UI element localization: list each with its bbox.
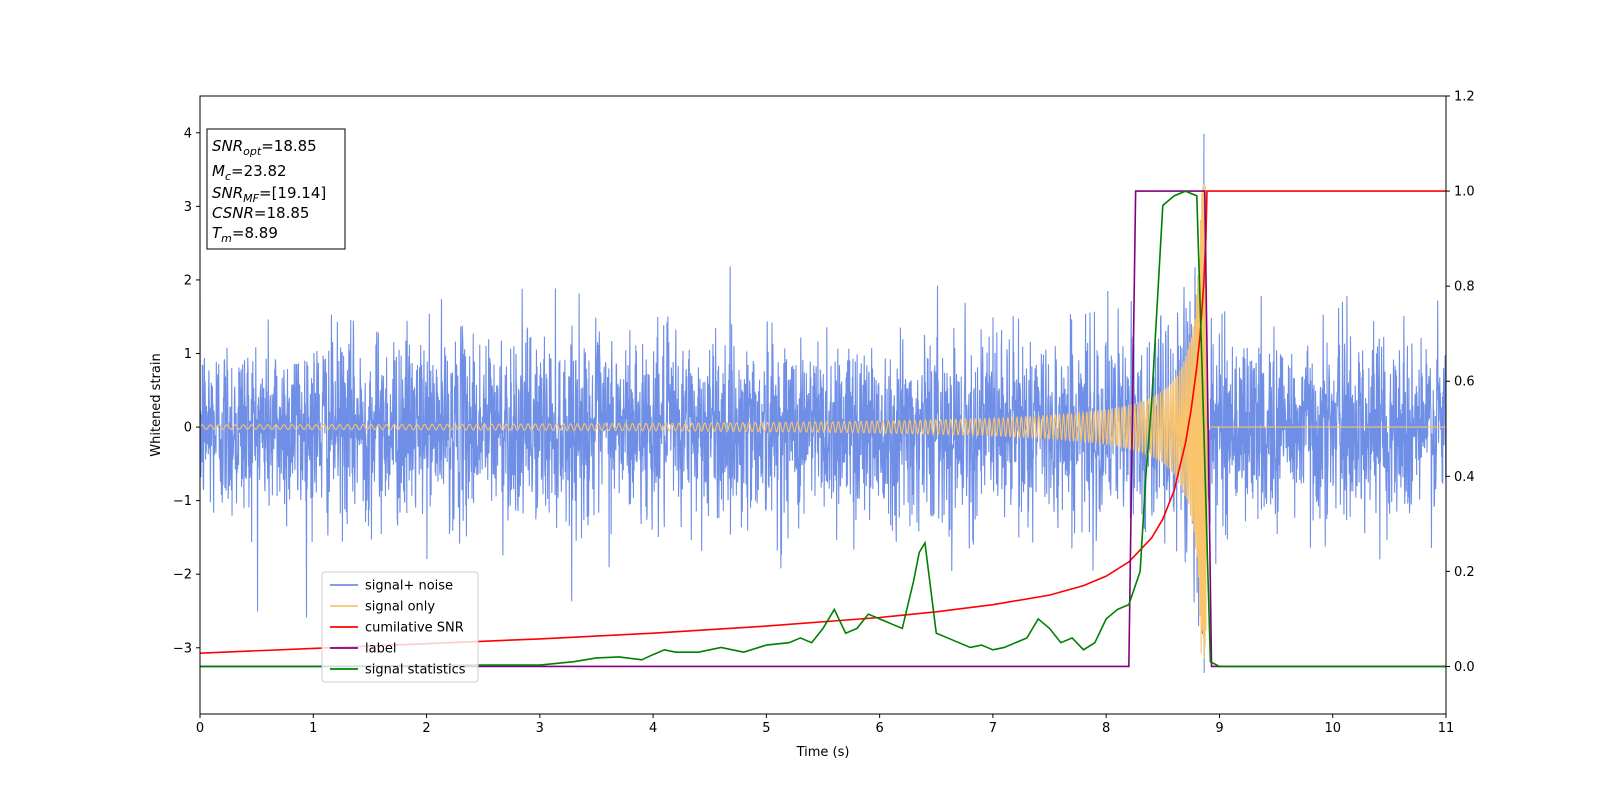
info-line: CSNR=18.85: [212, 204, 309, 222]
y-left-tick-label: 3: [184, 200, 192, 215]
info-line: SNRMF=[19.14]: [212, 184, 326, 205]
series-layer: [200, 133, 1446, 673]
legend-label: signal statistics: [365, 663, 466, 678]
info-symbol: SNR: [212, 184, 243, 202]
info-line: Tm=8.89: [212, 224, 278, 245]
info-value: =18.85: [254, 204, 310, 222]
info-box-frame: [206, 128, 346, 250]
series-signal-only: [200, 184, 1446, 659]
y-left-tick-label: 4: [184, 126, 192, 141]
x-tick-label: 0: [196, 721, 204, 736]
y-left-tick-label: 1: [184, 347, 192, 362]
x-tick-label: 7: [989, 721, 997, 736]
y-left-tick-label: 2: [184, 273, 192, 288]
info-line: SNRopt=18.85: [212, 137, 317, 158]
info-subscript: m: [221, 232, 232, 245]
info-line: Mc=23.82: [212, 162, 287, 183]
series-signal-statistics: [200, 190, 1446, 668]
info-subscript: c: [225, 170, 231, 183]
x-tick-label: 5: [762, 721, 770, 736]
y-right-tick-label: 0.6: [1454, 375, 1475, 390]
info-subscript: opt: [243, 145, 262, 158]
info-value: =23.82: [231, 162, 287, 180]
legend-label: cumilative SNR: [365, 621, 464, 636]
x-tick-label: 4: [649, 721, 657, 736]
y-left-tick-label: −1: [173, 494, 192, 509]
info-subscript: MF: [243, 192, 259, 205]
info-symbol: M: [212, 162, 225, 180]
y-right-tick-label: 0.0: [1454, 660, 1475, 675]
plot-frame: [199, 95, 1447, 715]
x-axis-title: Time (s): [796, 745, 850, 760]
info-box: SNRopt=18.85Mc=23.82SNRMF=[19.14]CSNR=18…: [206, 128, 346, 250]
y-right-tick-label: 0.4: [1454, 470, 1475, 485]
info-value: =8.89: [232, 224, 278, 242]
series-signal-noise: [200, 133, 1446, 673]
x-tick-label: 6: [875, 721, 883, 736]
y-right-tick-label: 0.8: [1454, 280, 1475, 295]
info-value: =[19.14]: [259, 184, 326, 202]
y-right-tick-label: 0.2: [1454, 565, 1475, 580]
x-tick-label: 9: [1215, 721, 1223, 736]
info-symbol: CSNR: [212, 204, 254, 222]
axis-layer: 0 1 2 3 4 5 6 7 8 9 10 11 −3 −2 −1 0 1 2 3 4 0.0 0.2 0.4 0.6 0.8…: [173, 90, 1475, 737]
x-tick-label: 11: [1438, 721, 1455, 736]
series-cumulative-snr: [200, 190, 1446, 654]
y-right-tick-label: 1.2: [1454, 90, 1475, 105]
y-left-tick-label: −2: [173, 568, 192, 583]
info-value: =18.85: [261, 137, 317, 155]
info-symbol: SNR: [212, 137, 243, 155]
legend-label: signal+ noise: [365, 579, 453, 594]
y-left-tick-label: −3: [173, 641, 192, 656]
x-tick-label: 3: [536, 721, 544, 736]
info-symbol: T: [212, 224, 223, 242]
y-axis-title: Whitened strain: [149, 353, 164, 456]
y-left-tick-label: 0: [184, 421, 192, 436]
x-tick-label: 8: [1102, 721, 1110, 736]
y-right-tick-label: 1.0: [1454, 185, 1475, 200]
legend-label: signal only: [365, 600, 435, 615]
x-tick-label: 10: [1324, 721, 1341, 736]
x-tick-label: 1: [309, 721, 317, 736]
legend-label: label: [365, 642, 396, 657]
legend: signal+ noise signal only cumilative SNR la…: [321, 571, 479, 683]
legend-frame: [321, 571, 479, 683]
x-tick-label: 2: [422, 721, 430, 736]
